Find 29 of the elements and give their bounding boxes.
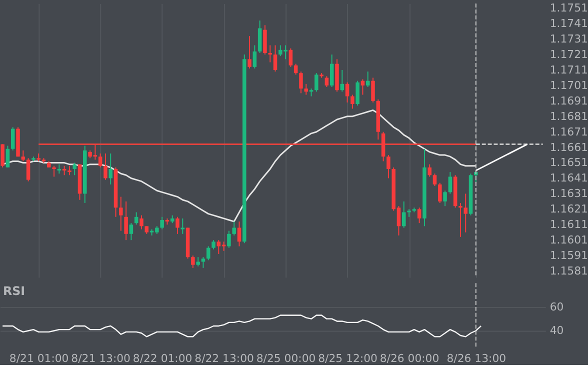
x-tick-label: 8/21 01:00 bbox=[9, 352, 69, 365]
y-tick-label: 1.1711 bbox=[550, 63, 588, 76]
y-tick-label: 1.1641 bbox=[550, 172, 588, 185]
chart-title: RSI bbox=[2, 284, 26, 298]
y-tick-label: 1.1601 bbox=[550, 234, 588, 247]
y-tick-label: 1.1741 bbox=[550, 17, 588, 30]
y-tick-label: 1.1691 bbox=[550, 94, 588, 108]
y-tick-label: 1.1611 bbox=[550, 218, 588, 232]
y-tick-label: 1.1631 bbox=[550, 187, 588, 200]
y-tick-label: 1.1621 bbox=[550, 202, 588, 216]
x-tick-label: 8/26 00:00 bbox=[380, 352, 440, 365]
x-tick-label: 8/26 13:00 bbox=[446, 352, 506, 365]
x-tick-label: 8/21 13:00 bbox=[71, 352, 131, 365]
y-tick-label: 1.1661 bbox=[550, 140, 588, 154]
y-tick-label: 1.1591 bbox=[550, 249, 588, 262]
y-tick-label: 1.1751 bbox=[550, 2, 588, 15]
y-tick-label: 1.1581 bbox=[550, 264, 588, 278]
y-tick-label: 1.1721 bbox=[550, 48, 588, 62]
y-tick-label: 1.1731 bbox=[550, 32, 588, 46]
y-tick-label: 1.1651 bbox=[550, 156, 588, 170]
y-tick-label: 1.1701 bbox=[550, 78, 588, 92]
y-tick-label: 60 bbox=[550, 300, 564, 314]
y-tick-label: 1.1671 bbox=[550, 125, 588, 138]
x-tick-label: 8/25 00:00 bbox=[256, 352, 316, 365]
y-tick-label: 40 bbox=[550, 324, 564, 338]
x-tick-label: 8/22 01:00 bbox=[132, 352, 192, 365]
x-tick-label: 8/25 12:00 bbox=[318, 352, 378, 365]
x-tick-label: 8/22 13:00 bbox=[194, 352, 254, 365]
y-tick-label: 1.1681 bbox=[550, 110, 588, 123]
